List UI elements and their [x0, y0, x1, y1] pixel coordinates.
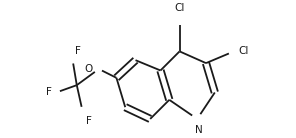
Text: N: N [195, 125, 202, 135]
Text: Cl: Cl [238, 46, 249, 56]
Text: F: F [46, 87, 52, 97]
Text: O: O [85, 64, 93, 74]
Text: F: F [75, 46, 81, 56]
Text: F: F [86, 116, 91, 126]
Text: Cl: Cl [174, 3, 185, 13]
